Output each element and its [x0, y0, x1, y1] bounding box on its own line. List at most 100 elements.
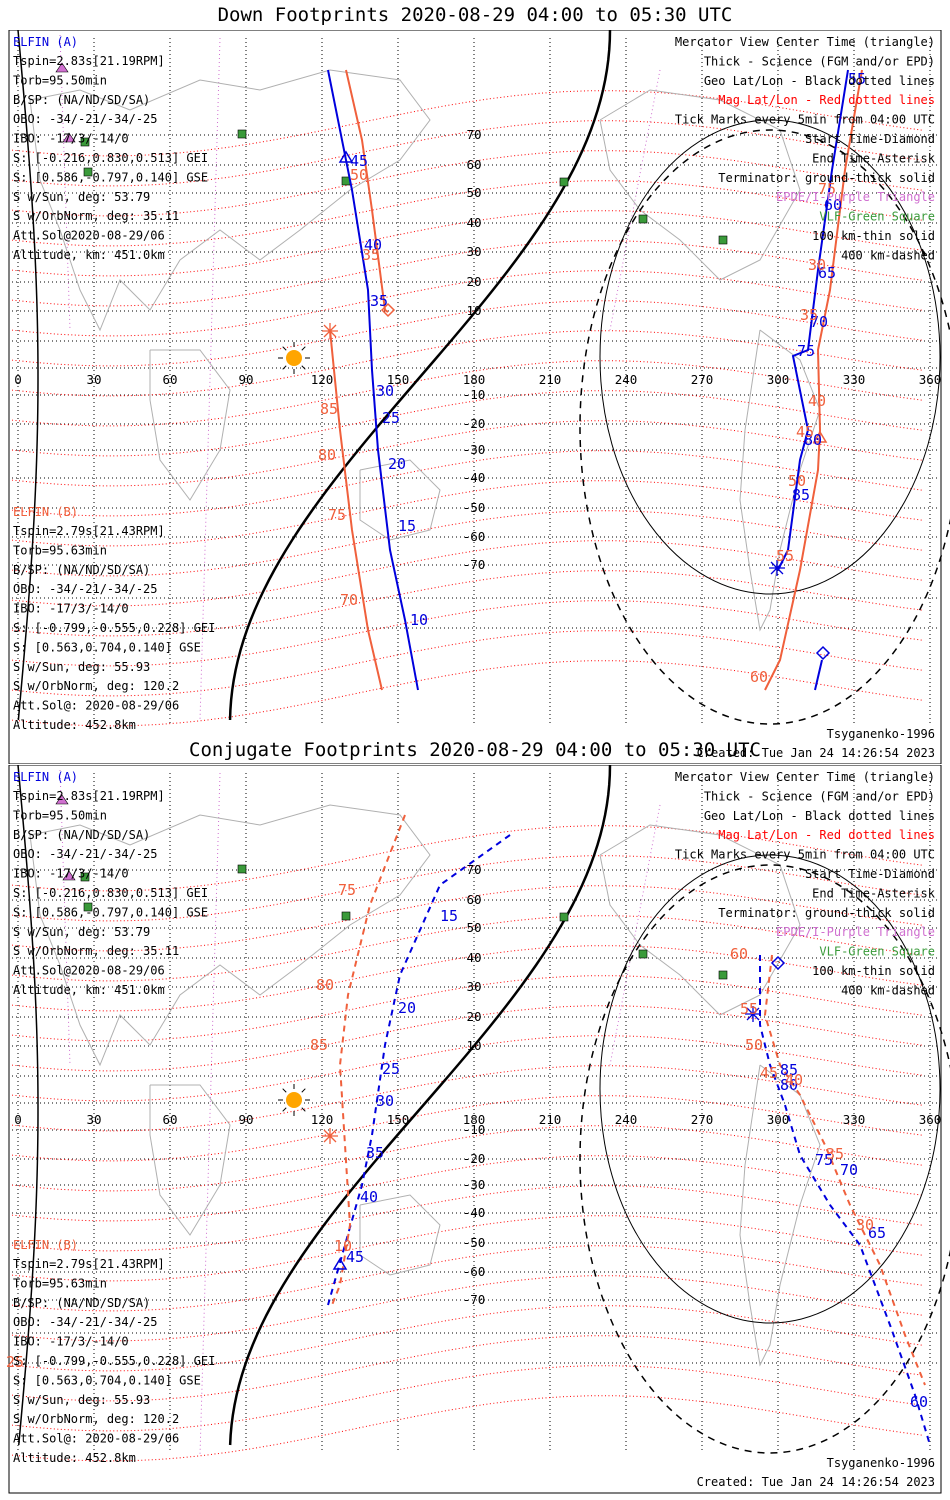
elfin-b-track-asia	[329, 329, 383, 691]
lat-tick-label: 20	[466, 1009, 481, 1024]
elfin-b-time-label: 60	[750, 668, 768, 686]
coastline	[599, 824, 801, 1016]
elfin-a-info-line: S: [0.586,-0.797,0.140] GSE	[13, 905, 208, 919]
elfin-b-header: ELFIN (B)	[13, 505, 78, 519]
sun-ray	[282, 346, 287, 351]
elfin-b-info-line: Altitude: 452.8km	[13, 718, 136, 732]
lon-tick-label: 270	[691, 372, 714, 387]
elfin-b-time-label: 45	[796, 423, 814, 441]
lon-tick-label: 240	[615, 1112, 638, 1127]
elfin-a-info-line: Torb=95.50min	[13, 73, 107, 87]
elfin-b-info-line: Tspin=2.79s[21.43RPM]	[13, 1257, 165, 1271]
elfin-b-time-label: 50	[788, 472, 806, 490]
elfin-a-track-asia	[327, 834, 511, 1306]
elfin-a-end-segment	[814, 659, 823, 691]
vlf-station-square	[559, 912, 569, 922]
legend-line: 100 km-thin solid	[812, 229, 935, 243]
elfin-a-info-line: B/SP: (NA/ND/SD/SA)	[13, 828, 150, 842]
elfin-b-info-line: S: [0.563,0.704,0.140] GSE	[13, 640, 201, 654]
lat-tick-label: 10	[466, 1038, 481, 1053]
legend-line: VLF-Green Square	[819, 945, 935, 959]
elfin-a-info-line: S w/Sun, deg: 53.79	[13, 925, 150, 939]
lat-tick-label: -10	[463, 387, 486, 402]
sun-ray	[282, 1107, 287, 1112]
elfin-b-info-line: OBO: -34/-21/-34/-25	[13, 582, 158, 596]
elfin-b-time-label: 30	[856, 1216, 874, 1234]
legend-line: End Time-Asterisk	[812, 151, 936, 165]
legend-line: Tick Marks every 5min from 04:00 UTC	[675, 113, 935, 127]
vlf-station-square	[80, 872, 90, 882]
lat-tick-label: 50	[466, 920, 481, 935]
legend-line: Tick Marks every 5min from 04:00 UTC	[675, 848, 935, 862]
elfin-b-info-line: S w/OrbNorm, deg: 120.2	[13, 679, 179, 693]
lat-tick-label: -30	[463, 1177, 486, 1192]
elfin-b-time-label: 55	[776, 547, 794, 565]
elfin-a-info-line: OBO: -34/-21/-34/-25	[13, 112, 158, 126]
elfin-b-time-label: 75	[338, 881, 356, 899]
elfin-b-info-line: S w/Sun, deg: 55.93	[13, 1393, 150, 1407]
elfin-b-track-americas	[764, 69, 863, 691]
legend-line: Start Time-Diamond	[805, 132, 935, 146]
elfin-b-time-label: 50	[350, 166, 368, 184]
elfin-a-track-americas	[777, 69, 849, 571]
coastline	[599, 89, 801, 281]
elfin-b-time-label: 80	[316, 976, 334, 994]
lat-tick-label: -60	[463, 529, 486, 544]
elfin-a-center-triangle	[332, 1257, 348, 1270]
legend-line: EPDE/I-Purple Triangle	[776, 925, 935, 939]
legend-line: VLF-Green Square	[819, 210, 935, 224]
lon-tick-label: 300	[767, 372, 790, 387]
lat-tick-label: 30	[466, 979, 481, 994]
elfin-b-time-label: 35	[826, 1145, 844, 1163]
model-label: Tsyganenko-1996	[827, 727, 935, 741]
elfin-b-time-label: 35	[362, 246, 380, 264]
coastline	[359, 459, 441, 541]
elfin-a-time-label: 75	[797, 342, 815, 360]
lon-tick-label: 180	[463, 1112, 486, 1127]
elfin-a-info-line: S: [-0.216,0.830,0.513] GEI	[13, 886, 208, 900]
elfin-b-center-triangle	[812, 430, 828, 443]
sun-ray	[282, 365, 287, 370]
elfin-b-info-line: B/SP: (NA/ND/SD/SA)	[13, 1296, 150, 1310]
elfin-b-time-label: 10	[334, 1237, 352, 1255]
terminator-line	[228, 30, 612, 721]
elfin-a-time-label: 10	[410, 611, 428, 629]
sun-disc	[286, 350, 302, 366]
terminator-400km-dashed	[579, 864, 950, 1454]
elfin-b-info-line: S: [-0.799,-0.555,0.228] GEI	[13, 1354, 215, 1368]
elfin-a-time-label: 65	[868, 1224, 886, 1242]
elfin-b-time-label: 30	[808, 256, 826, 274]
elfin-a-time-label: 40	[360, 1188, 378, 1206]
elfin-b-time-label: 85	[310, 1036, 328, 1054]
lon-tick-label: 360	[919, 1112, 942, 1127]
elfin-a-time-label: 25	[382, 1060, 400, 1078]
terminator-line-left	[17, 765, 39, 1446]
elfin-a-info-line: Att.Sol@2020-08-29/06	[13, 229, 165, 243]
legend-line: Mag Lat/Lon - Red dotted lines	[718, 93, 935, 107]
elfin-a-info-line: S w/OrbNorm, deg: 35.11	[13, 209, 179, 223]
vlf-station-square	[83, 902, 93, 912]
elfin-a-start-diamond	[770, 955, 786, 971]
elfin-a-time-label: 25	[382, 409, 400, 427]
legend-line: Thick - Science (FGM and/or EPD)	[704, 54, 935, 68]
elfin-a-info-line: IBO: -17/3/-14/0	[13, 867, 129, 881]
elfin-b-info-line: IBO: -17/3/-14/0	[13, 602, 129, 616]
coastline	[29, 69, 431, 332]
vlf-station-square	[237, 864, 247, 874]
lat-tick-label: -20	[463, 416, 486, 431]
elfin-b-time-label: 45	[760, 1064, 778, 1082]
elfin-b-info-line: Altitude: 452.8km	[13, 1451, 136, 1465]
elfin-b-info-line: Torb=95.63min	[13, 543, 107, 557]
elfin-a-time-label: 35	[366, 1144, 384, 1162]
lon-tick-label: 120	[311, 372, 334, 387]
legend-line: Start Time-Diamond	[805, 867, 935, 881]
coastline	[359, 1194, 441, 1276]
terminator-400km-dashed	[579, 129, 950, 725]
elfin-b-info-line: Tspin=2.79s[21.43RPM]	[13, 524, 165, 538]
coastline	[739, 329, 821, 632]
elfin-a-time-label: 35	[370, 292, 388, 310]
legend-line: 100 km-thin solid	[812, 964, 935, 978]
elfin-b-time-label: 75	[818, 180, 836, 198]
panel-title-down: Down Footprints 2020-08-29 04:00 to 05:3…	[217, 4, 733, 26]
vlf-station-square	[237, 129, 247, 139]
